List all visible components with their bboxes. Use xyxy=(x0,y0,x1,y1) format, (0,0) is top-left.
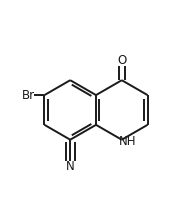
Text: NH: NH xyxy=(119,135,137,148)
Text: N: N xyxy=(66,160,75,173)
Text: O: O xyxy=(117,54,126,67)
Text: Br: Br xyxy=(22,89,35,102)
